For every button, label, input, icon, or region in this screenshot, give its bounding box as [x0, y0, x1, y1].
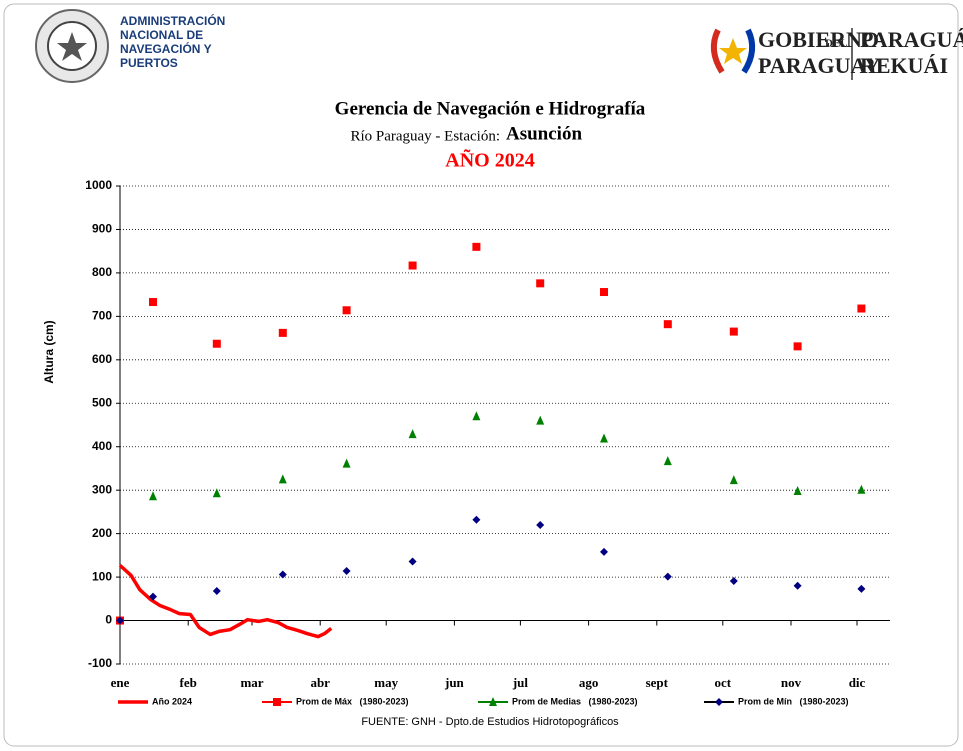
year-label: AÑO 2024 — [445, 149, 534, 172]
y-tick-label: 400 — [92, 439, 112, 453]
agency-name: ADMINISTRACIÓN — [120, 13, 225, 28]
point — [278, 570, 287, 579]
point — [408, 261, 417, 270]
legend-marker — [273, 698, 281, 706]
x-tick-label: ene — [111, 675, 130, 690]
legend-item: Año 2024 — [118, 696, 192, 706]
government-motto: PARAGUÁI — [860, 27, 963, 52]
legend-label: Prom de Máx (1980-2023) — [296, 696, 409, 706]
y-tick-label: 500 — [92, 395, 112, 409]
y-tick-label: 0 — [105, 613, 112, 627]
legend-label: Año 2024 — [152, 696, 192, 706]
y-tick-label: 1000 — [85, 178, 112, 192]
point — [729, 475, 738, 485]
frame — [3, 3, 959, 747]
y-tick-label: 600 — [92, 352, 112, 366]
x-tick-label: sept — [646, 675, 669, 690]
government-logo — [710, 28, 853, 80]
y-tick-label: -100 — [88, 656, 112, 670]
point — [857, 304, 866, 313]
legend-item: Prom de Medias (1980-2023) — [478, 696, 638, 706]
x-tick-label: jul — [512, 675, 529, 690]
point — [857, 484, 866, 494]
point — [472, 515, 481, 524]
point — [600, 547, 608, 556]
agency-name: NACIONAL DE — [120, 28, 203, 42]
point — [342, 306, 351, 315]
point — [278, 474, 287, 484]
legend-label: Prom de Medias (1980-2023) — [512, 696, 638, 706]
point — [342, 458, 351, 468]
agency-name: NAVEGACIÓN Y — [120, 41, 212, 56]
legend-marker — [489, 697, 497, 706]
point — [408, 557, 417, 566]
point — [729, 577, 738, 586]
point — [212, 488, 221, 498]
point — [600, 288, 608, 297]
chart-subtitle: Río Paraguay - Estación: — [350, 128, 500, 144]
point — [278, 328, 287, 337]
y-tick-label: 900 — [92, 222, 112, 236]
point — [793, 342, 802, 351]
point — [408, 429, 417, 439]
point — [472, 242, 481, 251]
source-note: FUENTE: GNH - Dpto.de Estudios Hidrotopo… — [361, 716, 619, 728]
y-tick-label: 700 — [92, 309, 112, 323]
government-motto: REKUÁI — [860, 53, 948, 78]
y-tick-label: 200 — [92, 526, 112, 540]
point — [536, 415, 545, 425]
x-tick-label: nov — [781, 675, 802, 690]
legend-item: Prom de Máx (1980-2023) — [262, 696, 409, 706]
government-name: PARAGUAY — [758, 53, 880, 78]
agency-name: PUERTOS — [120, 56, 178, 70]
x-tick-label: feb — [180, 675, 197, 690]
x-tick-label: oct — [714, 675, 731, 690]
y-tick-label: 100 — [92, 569, 112, 583]
government-name: DEL — [825, 38, 848, 50]
point — [663, 320, 672, 329]
data-line — [118, 564, 333, 639]
agency-logo — [35, 9, 109, 83]
point — [793, 486, 802, 496]
point — [793, 581, 802, 590]
point — [472, 411, 481, 421]
x-tick-label: may — [374, 675, 398, 690]
station-name: Asunción — [506, 123, 582, 144]
point — [663, 572, 672, 581]
x-tick-label: abr — [310, 675, 330, 690]
point — [116, 616, 124, 625]
chart-title: Gerencia de Navegación e Hidrografía — [335, 98, 646, 119]
point — [729, 327, 738, 336]
point — [536, 520, 545, 529]
x-tick-label: ago — [579, 675, 599, 690]
legend-marker — [715, 698, 723, 706]
legend-item: Prom de Mín (1980-2023) — [704, 696, 849, 706]
y-tick-label: 800 — [92, 265, 112, 279]
y-tick-label: 300 — [92, 482, 112, 496]
point — [857, 584, 866, 593]
point — [536, 279, 545, 288]
point — [149, 298, 157, 307]
point — [212, 339, 221, 348]
x-tick-label: mar — [240, 675, 263, 690]
government-name: GOBIERNO — [758, 27, 879, 52]
point — [212, 586, 221, 595]
point — [149, 592, 157, 601]
point — [149, 491, 157, 501]
y-axis-label: Altura (cm) — [42, 320, 56, 383]
x-tick-label: dic — [849, 675, 866, 690]
point — [600, 433, 608, 443]
point — [342, 567, 351, 576]
legend-label: Prom de Mín (1980-2023) — [738, 696, 849, 706]
x-tick-label: jun — [444, 675, 465, 690]
point — [663, 456, 672, 466]
